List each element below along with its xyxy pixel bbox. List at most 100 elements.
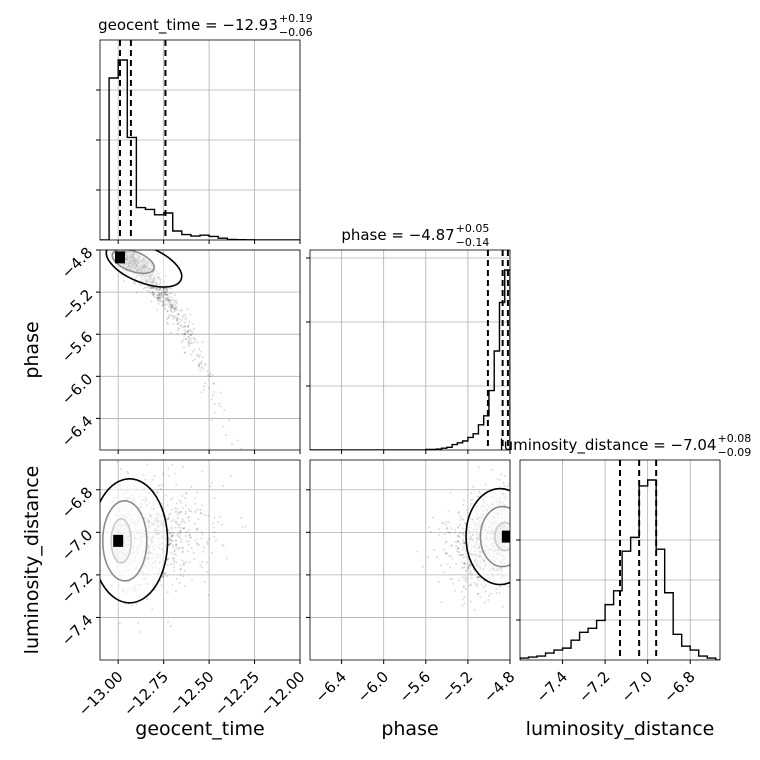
sample-point bbox=[155, 288, 158, 291]
sample-point bbox=[168, 543, 171, 546]
sample-point bbox=[445, 540, 448, 543]
sample-point bbox=[467, 565, 470, 568]
sample-point bbox=[457, 540, 460, 543]
sample-point bbox=[201, 533, 204, 536]
sample-point bbox=[142, 287, 145, 290]
sample-point bbox=[189, 313, 192, 316]
sample-point bbox=[187, 325, 190, 328]
sample-point bbox=[228, 419, 231, 422]
sample-point bbox=[462, 586, 465, 589]
xaxis-label-phase: phase bbox=[381, 718, 438, 740]
sample-point bbox=[484, 584, 487, 587]
sample-point bbox=[213, 516, 216, 519]
sample-point bbox=[198, 364, 201, 367]
sample-point bbox=[478, 575, 481, 578]
sample-point bbox=[170, 535, 173, 538]
sample-point bbox=[175, 502, 178, 505]
xtick-label-luminosity_distance: −7.0 bbox=[618, 668, 656, 706]
sample-point bbox=[152, 294, 155, 297]
sample-point bbox=[171, 583, 174, 586]
sample-point bbox=[512, 530, 514, 532]
sample-point bbox=[169, 303, 172, 306]
sample-point bbox=[182, 346, 185, 349]
sample-point bbox=[457, 547, 460, 550]
sample-point bbox=[477, 495, 480, 498]
sample-point bbox=[166, 564, 169, 567]
sample-point bbox=[175, 577, 178, 580]
sample-point bbox=[173, 549, 176, 552]
sample-point bbox=[177, 313, 180, 316]
sample-point bbox=[507, 585, 510, 588]
sample-point bbox=[173, 472, 176, 475]
sample-point bbox=[192, 328, 195, 331]
sample-point bbox=[192, 552, 195, 555]
sample-point bbox=[127, 247, 129, 249]
sample-point bbox=[158, 297, 161, 300]
sample-point bbox=[167, 537, 170, 540]
sample-point bbox=[176, 522, 179, 525]
sample-point bbox=[185, 560, 188, 563]
sample-point bbox=[170, 551, 173, 554]
sample-point bbox=[166, 289, 169, 292]
sample-point bbox=[476, 495, 479, 498]
sample-point bbox=[151, 478, 154, 481]
sample-point bbox=[188, 540, 191, 543]
sample-point bbox=[198, 364, 201, 367]
sample-point bbox=[186, 550, 189, 553]
sample-point bbox=[224, 434, 227, 437]
sample-point bbox=[197, 544, 200, 547]
sample-point bbox=[451, 545, 454, 548]
sample-point bbox=[175, 543, 178, 546]
sample-point bbox=[463, 562, 466, 565]
sample-point bbox=[484, 483, 487, 486]
sample-point bbox=[463, 542, 466, 545]
sample-point bbox=[457, 547, 460, 550]
sample-point bbox=[170, 304, 173, 307]
sample-point bbox=[184, 512, 187, 515]
sample-point bbox=[185, 530, 188, 533]
sample-point bbox=[173, 550, 176, 553]
sample-point bbox=[433, 549, 436, 552]
sample-point bbox=[161, 575, 164, 578]
sample-point bbox=[498, 592, 501, 595]
sample-point bbox=[427, 556, 430, 559]
sample-point bbox=[178, 327, 181, 330]
sample-point bbox=[155, 308, 158, 311]
sample-point bbox=[427, 526, 430, 529]
sample-point bbox=[179, 501, 182, 504]
sample-point bbox=[164, 292, 167, 295]
sample-point bbox=[458, 551, 461, 554]
sample-point bbox=[185, 534, 188, 537]
sample-point bbox=[236, 439, 239, 442]
sample-point bbox=[201, 504, 204, 507]
sample-point bbox=[189, 337, 192, 340]
sample-point bbox=[166, 558, 169, 561]
sample-point bbox=[457, 579, 460, 582]
sample-point bbox=[193, 497, 196, 500]
sample-point bbox=[204, 382, 207, 385]
sample-point bbox=[183, 328, 186, 331]
sample-point bbox=[213, 536, 216, 539]
sample-point bbox=[444, 541, 447, 544]
sample-point bbox=[167, 322, 170, 325]
sample-point bbox=[166, 298, 169, 301]
sample-point bbox=[170, 287, 173, 290]
sample-point bbox=[184, 330, 187, 333]
sample-point bbox=[446, 526, 449, 529]
sample-point bbox=[170, 304, 173, 307]
marginal-title-geocent_time: geocent_time = −12.93 bbox=[98, 16, 278, 35]
sample-point bbox=[175, 307, 178, 310]
sample-point bbox=[193, 557, 196, 560]
sample-point bbox=[167, 301, 170, 304]
sample-point bbox=[499, 478, 502, 481]
sample-point bbox=[199, 512, 202, 515]
sample-point bbox=[145, 286, 148, 289]
sample-point bbox=[162, 574, 165, 577]
ytick-label-phase: −6.0 bbox=[58, 370, 96, 408]
sample-point bbox=[182, 465, 185, 468]
sample-point bbox=[463, 566, 466, 569]
sample-point bbox=[182, 527, 185, 530]
sample-point bbox=[462, 499, 465, 502]
sample-point bbox=[166, 309, 169, 312]
sample-point bbox=[450, 544, 453, 547]
